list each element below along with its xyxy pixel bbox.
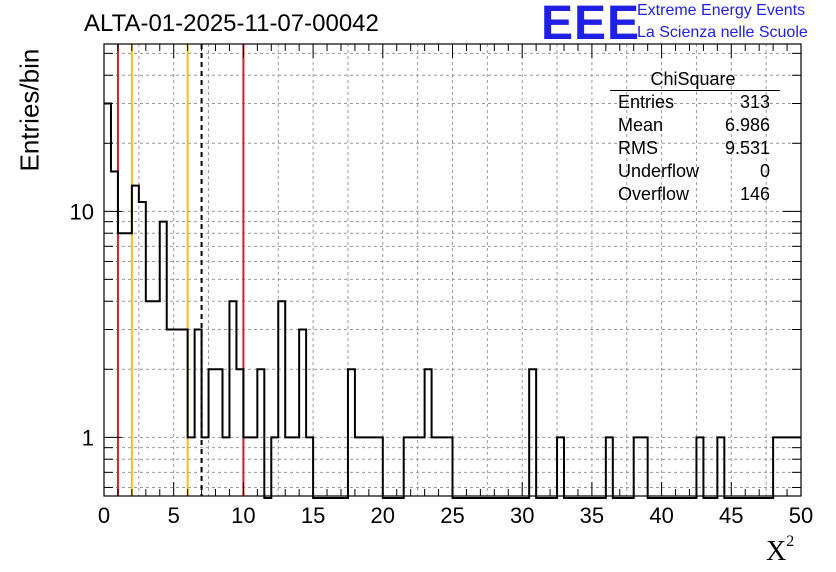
stats-value: 6.986 [724,115,770,135]
stats-title: ChiSquare [650,69,736,89]
y-tick-label: 1 [82,425,94,450]
x-tick-label: 35 [580,503,604,528]
x-axis-label-base: X [766,536,787,567]
stats-row-mean: Mean 6.986 [610,114,776,137]
stats-value: 9.531 [724,138,770,158]
x-tick-label: 30 [510,503,534,528]
plot-title: ALTA-01-2025-11-07-00042 [84,10,379,37]
x-tick-label: 45 [719,503,743,528]
stats-label: Entries [618,92,675,112]
y-tick-label: 10 [70,199,94,224]
x-tick-label: 15 [301,503,325,528]
stats-label: Overflow [618,184,690,204]
stats-box: ChiSquare Entries 313 Mean 6.986 RMS 9.5… [610,68,780,206]
x-tick-label: 0 [98,503,110,528]
x-axis-label-superscript: 2 [786,532,795,550]
x-tick-label: 10 [231,503,255,528]
y-axis-label: Entries/bin [14,48,45,172]
stats-row-overflow: Overflow 146 [610,183,776,206]
eee-logo: EEE [541,0,641,50]
x-tick-label: 20 [371,503,395,528]
stats-value: 146 [739,184,770,204]
x-tick-label: 40 [649,503,673,528]
stats-row-rms: RMS 9.531 [610,137,776,160]
stats-separator [610,90,780,91]
stats-value: 313 [739,92,770,112]
x-axis-label: X2 [766,532,795,568]
x-tick-label: 25 [440,503,464,528]
x-tick-label: 50 [789,503,813,528]
logo-tagline-2: La Scienza nelle Scuole [637,24,808,41]
stats-label: Underflow [618,161,700,181]
stats-value: 0 [759,161,770,181]
stats-row-underflow: Underflow 0 [610,160,776,183]
stats-label: RMS [618,138,658,158]
stats-row-entries: Entries 313 [610,91,776,114]
histogram-series [104,102,801,499]
x-tick-label: 5 [168,503,180,528]
stats-label: Mean [618,115,664,135]
logo-tagline-1: Extreme Energy Events [637,2,806,19]
